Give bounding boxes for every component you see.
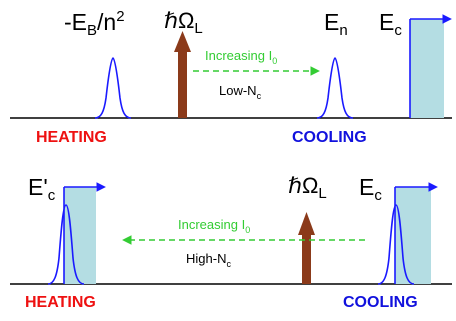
top-label-en: En [324,9,348,39]
bottom-label-heating: HEATING [25,294,96,311]
bottom-photon-arrow [298,212,315,284]
bottom-panel: E'c ℏΩL Ec Increasing I0 High-Nc HEATING… [10,173,452,311]
top-mid-peak [316,57,354,119]
bottom-label-cooling: COOLING [343,294,418,311]
bottom-label-ecp: E'c [28,174,56,204]
bottom-label-ec: Ec [359,174,382,204]
bottom-left-continuum-fill [64,187,96,284]
bottom-label-regime: High-Nc [186,251,231,269]
bottom-label-photon: ℏΩL [288,173,327,202]
top-label-heating: HEATING [36,129,107,146]
top-panel: -EB/n2 ℏΩL En Ec Increasing I0 Low-Nc HE… [10,8,452,146]
top-label-cooling: COOLING [292,129,367,146]
bottom-right-peak [377,204,415,285]
top-left-peak [94,57,132,119]
bottom-label-increasing: Increasing I0 [178,217,250,235]
bottom-left-peak [47,204,85,285]
top-label-ec: Ec [379,9,402,39]
top-photon-arrow [174,31,191,118]
top-label-photon: ℏΩL [164,8,203,37]
top-continuum-fill [410,19,444,118]
top-label-increasing: Increasing I0 [205,48,277,66]
top-label-regime: Low-Nc [219,83,262,101]
top-label-binding-energy: -EB/n2 [64,8,125,39]
